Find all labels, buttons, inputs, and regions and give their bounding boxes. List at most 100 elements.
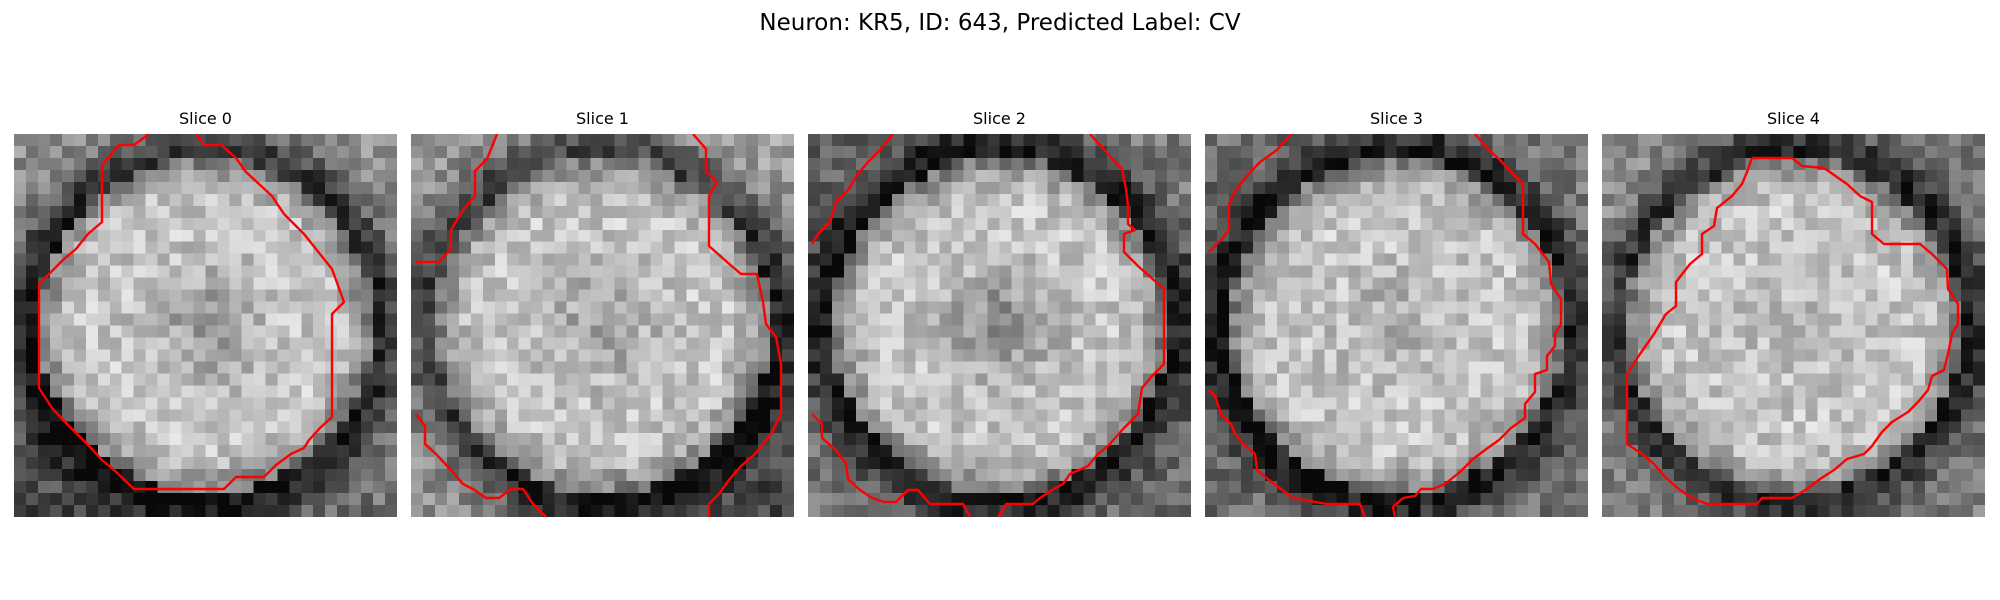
pixel [1734, 361, 1746, 373]
pixel [976, 170, 988, 182]
pixel [940, 194, 952, 206]
pixel [844, 266, 856, 278]
pixel [1770, 158, 1782, 170]
pixel [325, 218, 337, 230]
pixel [638, 218, 650, 230]
pixel [1337, 254, 1349, 266]
pixel [361, 445, 373, 457]
pixel [603, 134, 615, 146]
pixel [531, 230, 543, 242]
pixel [1444, 266, 1456, 278]
pixel [976, 146, 988, 158]
pixel [1373, 385, 1385, 397]
pixel [1420, 278, 1432, 290]
pixel [86, 469, 98, 481]
pixel [1602, 373, 1614, 385]
pixel [483, 373, 495, 385]
pixel [734, 182, 746, 194]
pixel [1913, 445, 1925, 457]
pixel [698, 314, 710, 326]
pixel [74, 290, 86, 302]
pixel [808, 290, 820, 302]
pixel [1337, 373, 1349, 385]
pixel [74, 158, 86, 170]
pixel [1480, 397, 1492, 409]
pixel [1035, 481, 1047, 493]
pixel [1794, 170, 1806, 182]
pixel [1444, 230, 1456, 242]
pixel [782, 373, 794, 385]
pixel [483, 206, 495, 218]
pixel [1265, 302, 1277, 314]
pixel [447, 158, 459, 170]
pixel [1301, 397, 1313, 409]
pixel [880, 421, 892, 433]
pixel [217, 481, 229, 493]
pixel [1179, 361, 1191, 373]
pixel [1131, 290, 1143, 302]
pixel [519, 457, 531, 469]
pixel [1397, 457, 1409, 469]
pixel [1023, 254, 1035, 266]
pixel [74, 481, 86, 493]
pixel [782, 397, 794, 409]
pixel [447, 409, 459, 421]
pixel [1456, 146, 1468, 158]
pixel [820, 505, 832, 517]
pixel [1179, 421, 1191, 433]
pixel [1829, 302, 1841, 314]
pixel [1349, 409, 1361, 421]
pixel [1770, 230, 1782, 242]
pixel [1456, 206, 1468, 218]
pixel [1253, 314, 1265, 326]
pixel [519, 290, 531, 302]
pixel [1229, 385, 1241, 397]
pixel [1397, 266, 1409, 278]
pixel [1913, 409, 1925, 421]
pixel [1901, 337, 1913, 349]
pixel [170, 278, 182, 290]
pixel [277, 266, 289, 278]
pixel [952, 230, 964, 242]
pixel [1674, 421, 1686, 433]
pixel [1167, 421, 1179, 433]
pixel [507, 397, 519, 409]
pixel [734, 349, 746, 361]
pixel [1829, 158, 1841, 170]
pixel [229, 361, 241, 373]
pixel [1107, 302, 1119, 314]
pixel [603, 421, 615, 433]
pixel [1516, 326, 1528, 338]
pixel [820, 242, 832, 254]
pixel [229, 266, 241, 278]
pixel [1420, 266, 1432, 278]
pixel [1265, 493, 1277, 505]
pixel [14, 373, 26, 385]
pixel [1385, 314, 1397, 326]
pixel [940, 433, 952, 445]
pixel [1059, 290, 1071, 302]
pixel [361, 302, 373, 314]
pixel [1047, 326, 1059, 338]
pixel [229, 409, 241, 421]
pixel [686, 493, 698, 505]
pixel [1167, 349, 1179, 361]
pixel [1011, 445, 1023, 457]
pixel [1456, 170, 1468, 182]
pixel [531, 469, 543, 481]
pixel [1576, 373, 1588, 385]
pixel [555, 373, 567, 385]
pixel [301, 194, 313, 206]
pixel [1949, 314, 1961, 326]
pixel [1179, 230, 1191, 242]
pixel [844, 134, 856, 146]
pixel [447, 134, 459, 146]
pixel [892, 218, 904, 230]
pixel [206, 218, 218, 230]
pixel [507, 230, 519, 242]
pixel [734, 290, 746, 302]
pixel [241, 278, 253, 290]
pixel [1217, 469, 1229, 481]
pixel [1853, 206, 1865, 218]
pixel [1782, 254, 1794, 266]
